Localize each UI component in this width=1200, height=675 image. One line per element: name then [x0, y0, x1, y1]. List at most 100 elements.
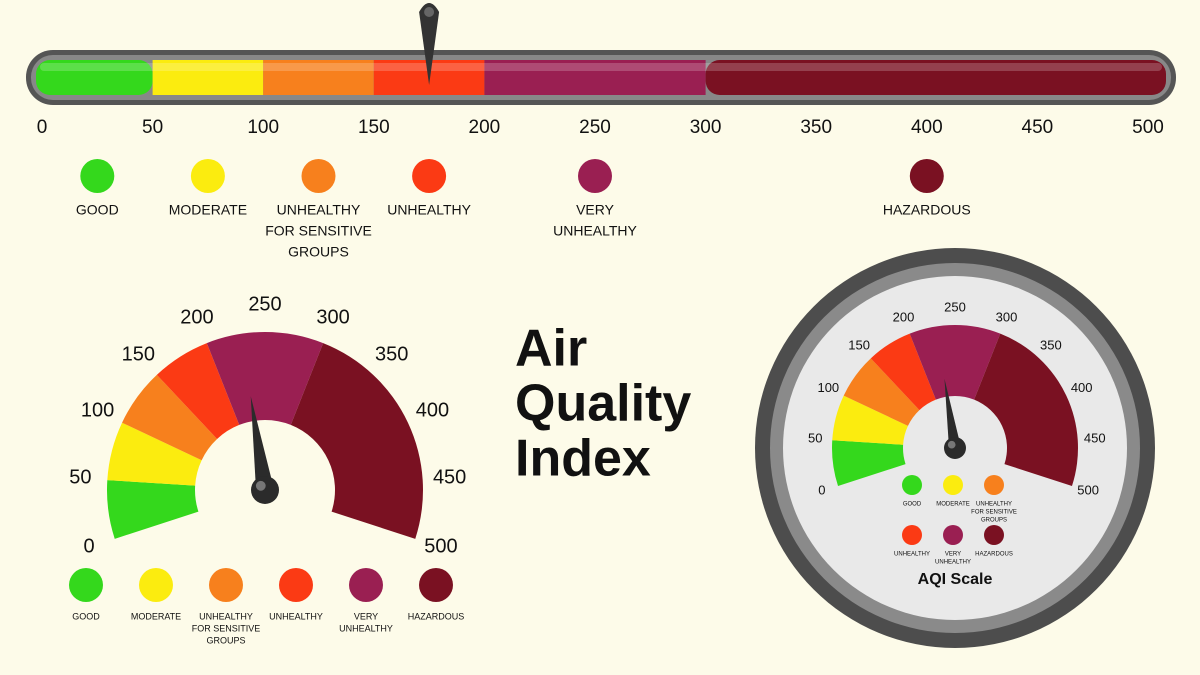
gauge-segment: [107, 422, 202, 486]
gauge-tick-label: 350: [1040, 337, 1062, 352]
gauge-tick-label: 50: [808, 431, 822, 446]
legend-label: FOR SENSITIVE: [192, 623, 261, 633]
legend-dot: [984, 475, 1004, 495]
gauge-segment: [832, 395, 908, 445]
bar-tick-label: 0: [37, 117, 48, 138]
title-line: Air: [515, 320, 587, 378]
bar-tick-label: 400: [911, 117, 943, 138]
legend-label: FOR SENSITIVE: [971, 510, 1017, 516]
legend-label: GOOD: [903, 502, 922, 508]
gauge-segment: [122, 374, 218, 461]
gauge-hub: [944, 437, 966, 459]
gauge-tick-label: 500: [1077, 483, 1099, 498]
legend-label: UNHEALTHY: [935, 560, 971, 566]
bar-pointer: [419, 3, 440, 85]
legend-dot: [902, 525, 922, 545]
legend-label: UNHEALTHY: [269, 611, 323, 621]
gauge-segment: [909, 325, 1001, 400]
legend-label: GROUPS: [981, 518, 1007, 524]
gauge-tick-label: 200: [893, 309, 915, 324]
gauge-needle: [944, 378, 961, 449]
legend-label: MODERATE: [131, 611, 181, 621]
legend-label: UNHEALTHY: [199, 611, 253, 621]
gauge-needle: [250, 396, 274, 492]
legend-label: VERY: [576, 202, 615, 218]
bar-tick-label: 50: [142, 117, 163, 138]
bar-segment: [484, 60, 706, 95]
gauge-segment: [870, 333, 936, 411]
bar-tick-label: 100: [247, 117, 279, 138]
legend-dot: [190, 159, 225, 193]
legend-dot: [578, 159, 612, 193]
bar-tick-label: 250: [579, 117, 611, 138]
legend-label: VERY: [945, 552, 961, 558]
legend-dot: [943, 525, 963, 545]
legend-dot: [139, 568, 173, 602]
gauge-tick-label: 100: [81, 400, 114, 422]
legend-dot: [279, 568, 313, 602]
legend-label: UNHEALTHY: [553, 223, 637, 239]
legend-dot: [69, 568, 103, 602]
legend-label: GOOD: [72, 611, 100, 621]
gauge-segment: [974, 333, 1078, 487]
legend-label: HAZARDOUS: [883, 202, 971, 218]
gauge-tick-label: 150: [122, 343, 155, 365]
gauge-tick-label: 400: [1071, 380, 1093, 395]
gauge-tick-label: 150: [848, 337, 870, 352]
gauge-hub: [251, 476, 279, 504]
legend-label: HAZARDOUS: [408, 611, 465, 621]
legend-dot: [80, 159, 115, 193]
gauge-tick-label: 300: [316, 306, 349, 328]
legend-label: GOOD: [76, 202, 119, 218]
bar-segment: [36, 60, 153, 95]
legend-label: UNHEALTHY: [277, 202, 361, 218]
legend-dot: [349, 568, 383, 602]
legend-label: GROUPS: [206, 635, 245, 645]
legend-dot: [943, 475, 963, 495]
bar-tick-label: 350: [800, 117, 832, 138]
bar-pointer-hub: [424, 7, 435, 17]
bar-segment: [705, 60, 1166, 95]
bar-tick-label: 500: [1132, 117, 1164, 138]
gauge-tick-label: 250: [944, 299, 966, 314]
bar-tick-label: 300: [690, 117, 722, 138]
gauge-segment: [843, 358, 920, 426]
gauge-tick-label: 250: [248, 293, 281, 315]
legend-label: UNHEALTHY: [976, 502, 1012, 508]
bar-tick-label: 150: [358, 117, 390, 138]
gauge-tick-label: 400: [416, 400, 449, 422]
legend-label: UNHEALTHY: [339, 623, 393, 633]
gauge-tick-label: 100: [817, 380, 839, 395]
bar-segment: [263, 60, 374, 95]
legend-label: UNHEALTHY: [894, 552, 930, 558]
gauge-tick-label: 50: [69, 467, 91, 489]
gauge-hub-shine: [255, 480, 266, 491]
gauge-segment: [156, 343, 240, 439]
legend-dot: [301, 159, 336, 193]
gauge-tick-label: 450: [433, 467, 466, 489]
gauge-tick-label: 450: [1084, 431, 1106, 446]
gauge-tick-label: 0: [83, 535, 94, 557]
gauge-tick-label: 300: [996, 309, 1018, 324]
bar-tick-label: 450: [1022, 117, 1054, 138]
title-line: Quality: [515, 375, 691, 433]
gauge-segment: [206, 332, 324, 425]
title-line: Index: [515, 430, 651, 488]
gauge-title: AQI Scale: [918, 571, 993, 588]
gauge-tick-label: 350: [375, 343, 408, 365]
legend-dot: [209, 568, 243, 602]
gauge-tick-label: 500: [424, 535, 457, 557]
gauge-hub-shine: [947, 440, 956, 449]
legend-label: VERY: [354, 611, 378, 621]
gauge-segment: [290, 343, 423, 539]
legend-label: MODERATE: [936, 502, 970, 508]
gauge-segment: [832, 440, 906, 487]
bar-segment: [152, 60, 264, 95]
bar-tick-label: 200: [469, 117, 501, 138]
bar-gloss: [40, 63, 1162, 71]
legend-dot: [984, 525, 1004, 545]
legend-label: MODERATE: [169, 202, 247, 218]
legend-label: FOR SENSITIVE: [265, 223, 372, 239]
legend-label: GROUPS: [288, 244, 349, 260]
